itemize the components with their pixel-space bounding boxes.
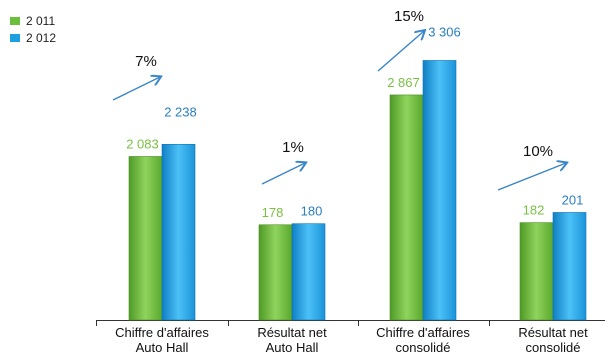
- category-label-0-line-1: Auto Hall: [136, 340, 189, 355]
- category-label-1-line-0: Résultat net: [257, 325, 327, 340]
- data-label-2012-3: 201: [562, 192, 584, 207]
- bar-2012-3: [552, 212, 587, 321]
- data-label-2011-1: 178: [262, 205, 284, 220]
- legend-swatch-2012: [10, 33, 20, 42]
- legend: 2 011 2 012: [10, 12, 56, 46]
- growth-label-1: 1%: [282, 139, 304, 156]
- legend-swatch-2011: [10, 16, 20, 25]
- data-label-2011-3: 182: [523, 203, 545, 218]
- data-label-2011-2: 2 867: [387, 75, 420, 90]
- data-label-2011-0: 2 083: [126, 136, 159, 151]
- bar-2011-1: [258, 224, 293, 321]
- bar-2011-0: [128, 156, 163, 321]
- bar-2012-1: [291, 223, 326, 321]
- bar-2012-0: [161, 144, 196, 321]
- category-label-3-line-1: consolidé: [526, 340, 581, 355]
- category-label-2-line-0: Chiffre d'affaires: [376, 325, 470, 340]
- legend-item-2011: 2 011: [10, 12, 56, 29]
- growth-label-0: 7%: [135, 53, 157, 70]
- bar-2011-3: [519, 222, 554, 321]
- bar-2011-2: [389, 94, 424, 321]
- category-label-2-line-1: consolidé: [396, 340, 451, 355]
- category-label-3-line-0: Résultat net: [518, 325, 588, 340]
- growth-label-2: 15%: [394, 8, 424, 25]
- legend-item-2012: 2 012: [10, 29, 56, 46]
- bar-2012-2: [422, 60, 457, 321]
- growth-label-3: 10%: [523, 143, 553, 160]
- data-label-2012-2: 3 306: [428, 24, 461, 39]
- category-label-0-line-0: Chiffre d'affaires: [115, 325, 209, 340]
- legend-label-2012: 2 012: [26, 30, 57, 45]
- data-label-2012-1: 180: [301, 204, 323, 219]
- legend-label-2011: 2 011: [26, 13, 56, 28]
- growth-arrow-0: [112, 77, 160, 101]
- growth-arrow-2: [377, 31, 424, 72]
- growth-arrow-3: [497, 163, 566, 191]
- category-label-1-line-1: Auto Hall: [266, 340, 319, 355]
- data-label-2012-0: 2 238: [164, 104, 197, 119]
- growth-arrow-1: [261, 163, 305, 185]
